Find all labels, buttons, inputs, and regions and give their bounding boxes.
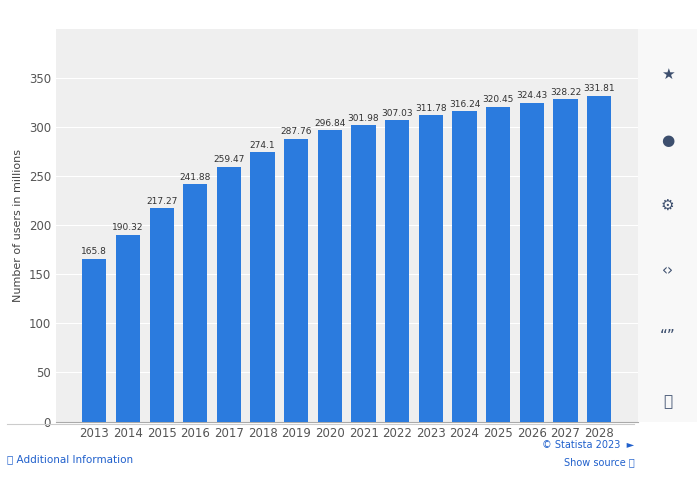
Bar xyxy=(553,99,578,422)
Y-axis label: Number of users in millions: Number of users in millions xyxy=(13,148,23,302)
Bar xyxy=(486,107,510,422)
Text: 241.88: 241.88 xyxy=(180,172,211,182)
Bar xyxy=(284,139,308,422)
Text: 165.8: 165.8 xyxy=(82,247,107,256)
Bar xyxy=(183,184,208,422)
Bar xyxy=(82,259,107,422)
Bar xyxy=(452,111,477,422)
Text: 190.32: 190.32 xyxy=(112,223,144,232)
Bar xyxy=(587,96,611,422)
Text: 331.81: 331.81 xyxy=(583,84,615,93)
Text: ⎙: ⎙ xyxy=(663,394,672,410)
Bar xyxy=(250,152,275,422)
Text: “”: “” xyxy=(659,329,675,344)
Bar xyxy=(520,103,544,422)
Text: 328.22: 328.22 xyxy=(550,88,581,97)
Bar xyxy=(150,208,174,422)
Text: 259.47: 259.47 xyxy=(213,155,245,164)
Bar xyxy=(116,235,140,422)
Text: ★: ★ xyxy=(661,67,674,82)
Text: 320.45: 320.45 xyxy=(482,95,514,104)
Text: 287.76: 287.76 xyxy=(280,127,312,137)
Text: © Statista 2023  ►: © Statista 2023 ► xyxy=(542,440,634,450)
Bar xyxy=(318,130,342,422)
Text: 217.27: 217.27 xyxy=(146,197,177,205)
Bar xyxy=(385,120,409,422)
Text: ⚙: ⚙ xyxy=(661,198,674,213)
Bar xyxy=(351,125,376,422)
Text: 307.03: 307.03 xyxy=(381,109,413,117)
Bar xyxy=(217,167,241,422)
Bar xyxy=(419,115,443,422)
Text: 324.43: 324.43 xyxy=(516,91,548,101)
Text: Show source ⓘ: Show source ⓘ xyxy=(563,457,634,467)
Text: 301.98: 301.98 xyxy=(348,114,379,123)
Text: 311.78: 311.78 xyxy=(415,104,447,113)
Text: ⓘ Additional Information: ⓘ Additional Information xyxy=(7,455,133,465)
Text: 296.84: 296.84 xyxy=(314,119,346,127)
Text: ‹›: ‹› xyxy=(661,263,673,278)
Text: 274.1: 274.1 xyxy=(250,141,275,150)
Text: ●: ● xyxy=(661,133,674,148)
Text: 316.24: 316.24 xyxy=(449,100,480,109)
